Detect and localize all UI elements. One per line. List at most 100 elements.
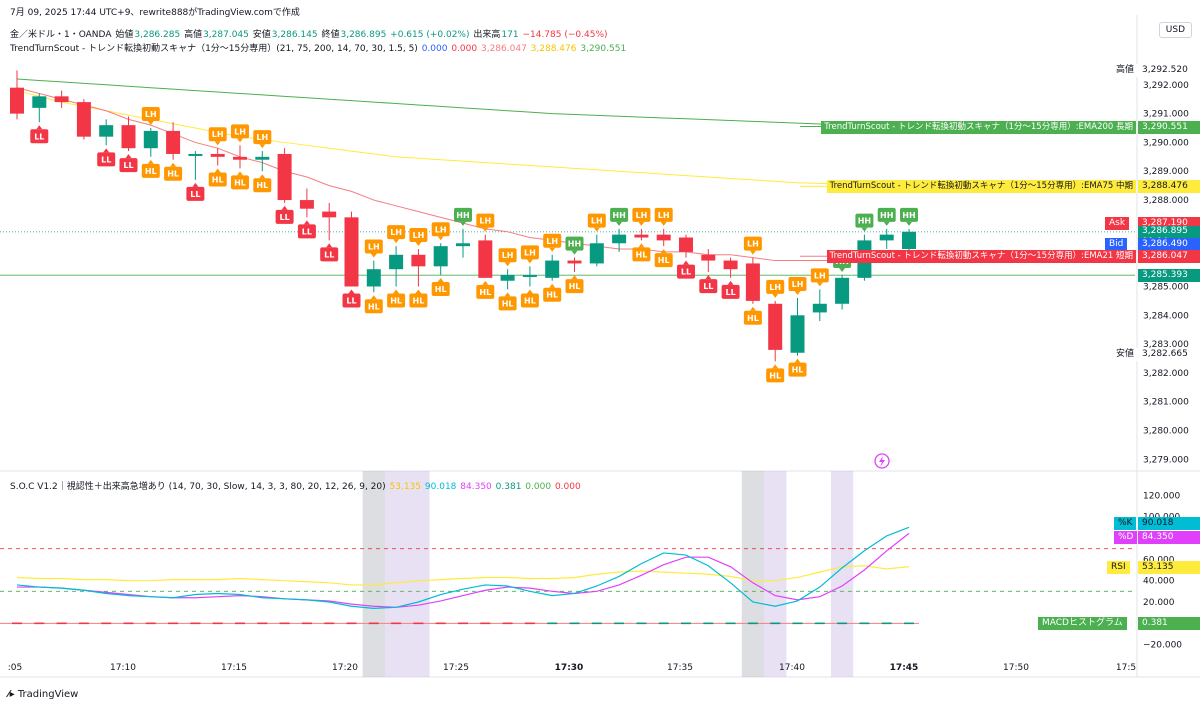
price-tick-label: 3,280.000 (1143, 427, 1189, 437)
marker-label: HL (145, 167, 157, 176)
marker-label: LH (413, 231, 425, 240)
candle-body (76, 102, 91, 137)
ema75-line (16, 90, 910, 187)
marker-box (543, 233, 562, 248)
price-tag-plain: 3,292.520 (1138, 63, 1200, 77)
candle-body (879, 234, 894, 241)
marker-label: LL (324, 250, 334, 259)
percent-k-line (16, 526, 910, 610)
marker-pointer (861, 227, 868, 232)
marker-label: HH (568, 240, 581, 249)
swing-marker-ll: LL (297, 220, 316, 239)
candle-body (166, 130, 181, 154)
swing-marker-hh: HH (855, 213, 874, 232)
marker-box (342, 293, 361, 308)
marker-box (97, 152, 116, 167)
osc-tag-label-k: %K (1114, 517, 1137, 531)
marker-pointer (170, 162, 177, 167)
indicator-value-ema200: 3,290.551 (580, 44, 627, 54)
osc-value-macd: 0.381 (495, 482, 522, 492)
price-tag-ema21: 3,286.047 (1138, 250, 1200, 264)
swing-marker-hh: HH (610, 207, 629, 226)
marker-label: LH (435, 225, 447, 234)
marker-label: HH (858, 217, 871, 226)
swing-marker-hl: HL (231, 171, 249, 190)
ema-label-ema75: TrendTurnScout - トレンド転換初動スキャナ（1分〜15分専用）:… (826, 180, 1136, 194)
osc-tag-label-d: %D (1114, 531, 1138, 545)
marker-box (141, 163, 160, 178)
price-tick-label: 3,292.000 (1143, 81, 1189, 91)
currency-button[interactable]: USD (1158, 22, 1192, 38)
marker-box (788, 277, 807, 292)
marker-label: HH (902, 211, 915, 220)
marker-box (721, 284, 740, 299)
candle-body (478, 240, 493, 278)
swing-marker-lh: LH (387, 225, 406, 244)
marker-pointer (638, 221, 645, 226)
swing-marker-lh: LH (654, 207, 673, 226)
swing-marker-lh: LH (253, 130, 272, 149)
candle-body (99, 125, 114, 137)
marker-label: HH (880, 211, 893, 220)
marker-label: HL (256, 181, 268, 190)
swing-marker-hl: HL (253, 174, 272, 193)
marker-pointer (482, 227, 489, 232)
swing-marker-ll: LL (677, 260, 695, 279)
swing-marker-hh: HH (877, 207, 896, 226)
marker-label: HH (612, 211, 625, 220)
swing-marker-lh: LH (476, 213, 495, 232)
marker-pointer (683, 260, 689, 265)
candle-body (389, 254, 404, 270)
candle-body (835, 277, 850, 304)
marker-pointer (616, 221, 623, 226)
swing-marker-lh: LH (498, 248, 517, 267)
marker-box (565, 236, 584, 251)
swing-marker-lh: LH (409, 228, 428, 247)
marker-label: LL (123, 161, 133, 170)
marker-pointer (415, 242, 422, 247)
swing-marker-hl: HL (498, 292, 517, 311)
marker-box (610, 207, 629, 222)
swing-marker-hl: HL (141, 159, 160, 178)
price-tag-hline: 3,285.393 (1138, 269, 1200, 283)
marker-box (253, 178, 272, 193)
symbol-ohlc-row: 金／米ドル・1・OANDA 始値3,286.285 高値3,287.045 安値… (10, 27, 609, 40)
open-label: 始値 (115, 30, 134, 40)
swing-marker-hl: HL (543, 283, 562, 302)
symbol-name[interactable]: 金／米ドル・1・OANDA (10, 30, 112, 40)
marker-label: LH (546, 237, 558, 246)
lightning-bolt (879, 456, 885, 467)
candle-body (322, 211, 337, 218)
marker-pointer (772, 364, 779, 369)
marker-label: HH (456, 211, 469, 220)
candle-body (143, 130, 158, 149)
time-tick-label: 17:50 (1003, 663, 1029, 673)
candle-body (456, 243, 470, 247)
volume-change: −14.785 (−0.45%) (522, 30, 608, 40)
marker-box (632, 207, 651, 222)
oscillator-name[interactable]: S.O.C V1.2｜視認性＋出来高急増あり (14, 70, 30, Slow… (10, 482, 386, 492)
swing-marker-ll: LL (699, 275, 718, 294)
tradingview-brand[interactable]: ⁄▸ TradingView (8, 689, 78, 700)
time-tick-label: 17:15 (221, 663, 247, 673)
indicator-legend-row: TrendTurnScout - トレンド転換初動スキャナ（1分〜15分専用）(… (10, 41, 627, 54)
marker-pointer (214, 168, 221, 173)
marker-label: LH (747, 240, 759, 249)
price-tag-plain: 3,282.665 (1138, 347, 1200, 361)
swing-marker-ll: LL (30, 125, 49, 144)
marker-label: HL (747, 314, 759, 323)
indicator-name[interactable]: TrendTurnScout - トレンド転換初動スキャナ（1分〜15分専用）(… (10, 44, 418, 54)
marker-label: LH (479, 217, 491, 226)
marker-pointer (348, 289, 355, 294)
marker-pointer (705, 275, 712, 280)
marker-label: HL (769, 371, 781, 380)
candle-body (656, 234, 671, 241)
high-label: 高値 (184, 30, 203, 40)
candle-body (768, 303, 783, 350)
marker-box (208, 172, 227, 187)
marker-pointer (749, 306, 756, 311)
marker-pointer (727, 280, 734, 285)
marker-pointer (906, 221, 912, 226)
marker-label: HL (479, 288, 491, 297)
